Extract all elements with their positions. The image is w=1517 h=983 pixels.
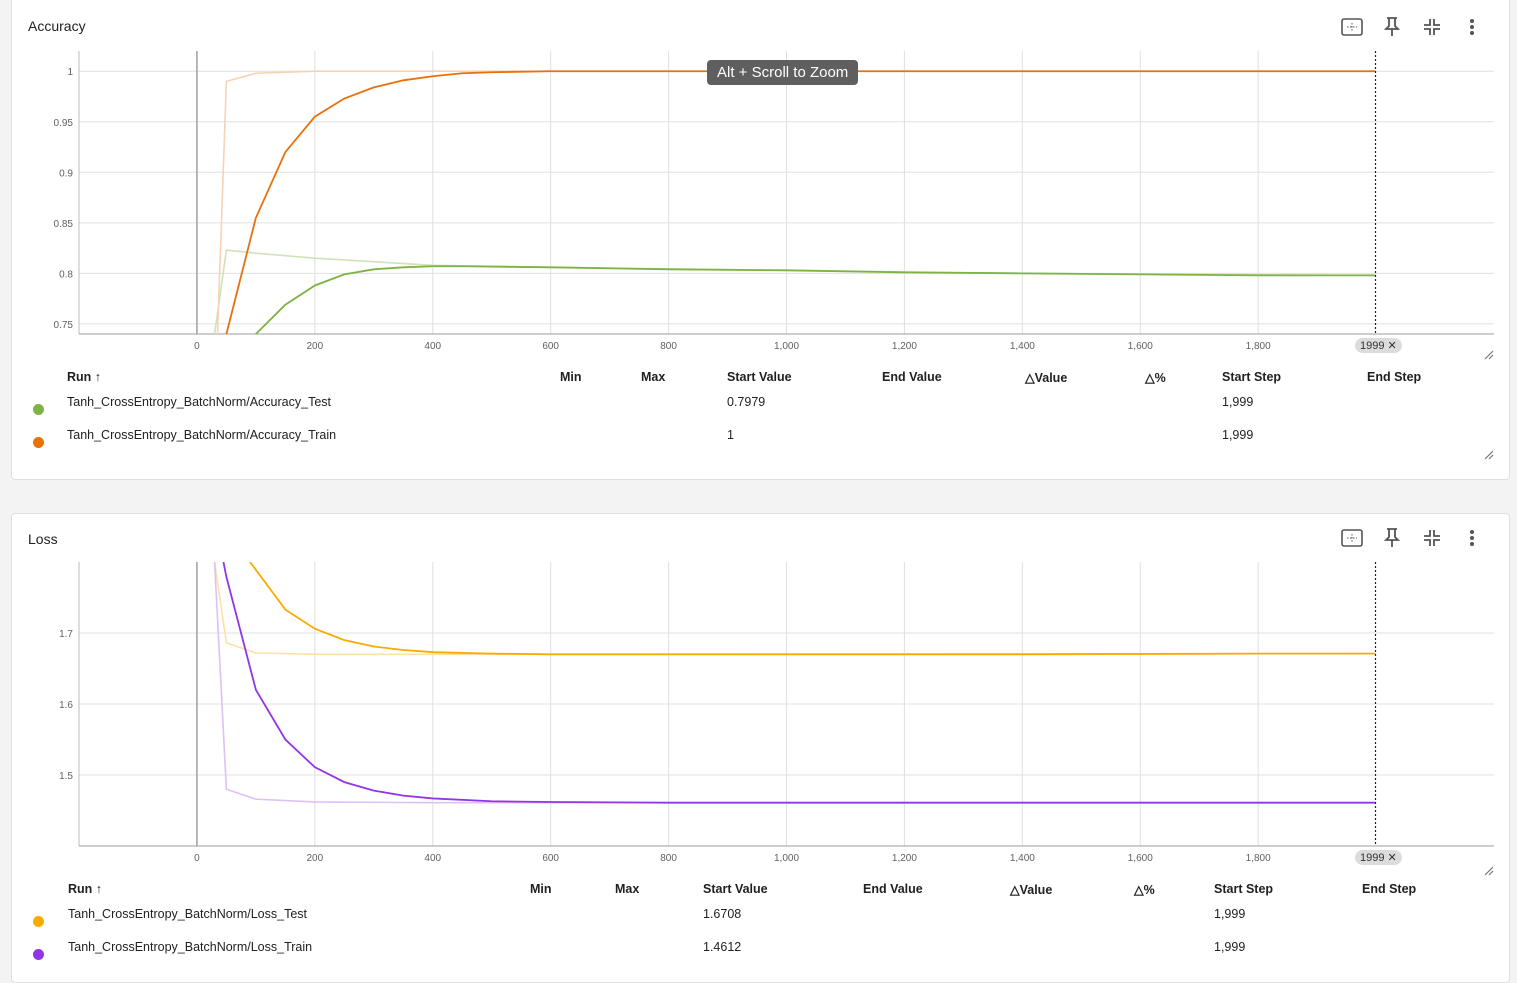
x-tick-label: 1,800 [1246,341,1271,352]
x-tick-label: 1,400 [1010,853,1035,864]
run-color-dot [33,404,44,415]
accuracy-title: Accuracy [28,18,86,34]
y-tick-label: 1.7 [59,629,73,640]
accuracy-chart[interactable]: 0.75 0.8 0.85 0.9 0.95 1 0 200 400 600 800 1,000 1,2… [12,0,1511,367]
x-tick-label: 1,800 [1246,853,1271,864]
x-tick-label: 0 [194,341,200,352]
y-tick-label: 1.5 [59,771,73,782]
start-value: 1 [727,428,734,442]
y-tick-label: 0.8 [59,269,73,280]
x-tick-label: 200 [306,853,323,864]
step-badge-value: 1999 [1360,852,1385,864]
loss-card: Loss 1.5 1.6 1.7 0 200 400 600 800 1,000 1,200 1,4… [11,513,1510,983]
step-badge[interactable]: 1999 ✕ [1355,338,1402,353]
table-header: End Value [863,882,923,896]
loss-title: Loss [28,531,58,547]
run-name: Tanh_CrossEntropy_BatchNorm/Loss_Train [68,940,313,954]
y-tick-label: 1 [67,67,73,78]
pin-icon[interactable] [1379,14,1405,40]
x-tick-label: 200 [306,341,323,352]
loss-toolbar [1339,525,1509,553]
table-header: Max [641,370,666,384]
table-header[interactable]: Run ↑ [68,882,103,896]
collapse-icon[interactable] [1419,14,1445,40]
start-step: 1,999 [1214,907,1246,921]
series-raw-line [213,249,1376,334]
x-tick-label: 1,200 [892,853,917,864]
more-vert-icon[interactable] [1459,14,1485,40]
fit-domain-icon[interactable] [1339,525,1365,551]
table-header: Start Value [703,882,768,896]
x-tick-label: 400 [424,853,441,864]
run-name: Tanh_CrossEntropy_BatchNorm/Accuracy_Tra… [67,428,337,442]
table-header[interactable]: Run ↑ [67,370,102,384]
series-line [249,562,1376,656]
table-header: Start Step [1222,370,1282,384]
more-vert-icon[interactable] [1459,525,1485,551]
table-header: Start Step [1214,882,1274,896]
series-group [213,562,1376,804]
x-tick-label: 1,000 [774,853,799,864]
zoom-tooltip: Alt + Scroll to Zoom [707,60,859,85]
start-value: 1.4612 [703,940,742,954]
collapse-icon[interactable] [1419,525,1445,551]
run-name: Tanh_CrossEntropy_BatchNorm/Accuracy_Tes… [67,395,332,409]
start-step: 1,999 [1214,940,1246,954]
y-tick-label: 0.9 [59,168,73,179]
x-tick-label: 1,400 [1010,341,1035,352]
table-header: △% [1134,883,1155,897]
run-color-dot [33,916,44,927]
start-value: 1.6708 [703,907,742,921]
loss-chart[interactable]: 1.5 1.6 1.7 0 200 400 600 800 1,000 1,200 1,400 1,6… [12,514,1511,874]
accuracy-card: Accuracy 0.75 0.8 0.85 0.9 0.95 1 0 200 400 600 80… [11,0,1510,480]
series-group [213,70,1376,334]
accuracy-toolbar [1339,14,1509,42]
series-raw-line [213,562,1376,656]
table-header: Min [530,882,552,896]
table-resize-handle-icon[interactable] [1484,450,1494,460]
resize-handle-icon[interactable] [1484,350,1494,360]
table-header: △Value [1010,883,1053,897]
series-line [255,265,1376,334]
step-badge-value: 1999 [1360,340,1385,352]
x-tick-label: 1,200 [892,341,917,352]
run-name: Tanh_CrossEntropy_BatchNorm/Loss_Test [68,907,308,921]
x-tick-label: 800 [660,853,677,864]
table-header: Start Value [727,370,792,384]
table-header: End Value [882,370,942,384]
x-tick-label: 1,600 [1128,341,1153,352]
run-color-dot [33,437,44,448]
start-step: 1,999 [1222,395,1254,409]
table-header: △% [1145,371,1166,385]
series-raw-line [213,562,1376,804]
x-tick-label: 800 [660,341,677,352]
x-tick-label: 600 [542,341,559,352]
x-tick-label: 600 [542,853,559,864]
table-header: △Value [1025,371,1068,385]
resize-handle-icon[interactable] [1484,866,1494,876]
table-header: End Step [1367,370,1422,384]
series-line [225,70,1376,334]
x-tick-label: 400 [424,341,441,352]
table-header: Max [615,882,640,896]
run-color-dot [33,949,44,960]
x-tick-label: 1,600 [1128,853,1153,864]
start-step: 1,999 [1222,428,1254,442]
x-tick-label: 1,000 [774,341,799,352]
y-tick-label: 0.95 [54,118,74,129]
table-header: Min [560,370,582,384]
y-tick-label: 0.85 [54,219,74,230]
y-tick-label: 0.75 [54,320,74,331]
fit-domain-icon[interactable] [1339,14,1365,40]
series-line [222,562,1376,804]
pin-icon[interactable] [1379,525,1405,551]
series-raw-line [216,70,1376,334]
step-badge[interactable]: 1999 ✕ [1355,850,1402,865]
start-value: 0.7979 [727,395,766,409]
y-tick-label: 1.6 [59,700,73,711]
table-header: End Step [1362,882,1417,896]
x-tick-label: 0 [194,853,200,864]
